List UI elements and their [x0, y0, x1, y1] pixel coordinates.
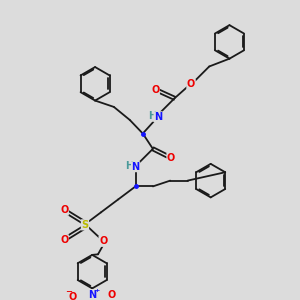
Text: S: S	[81, 220, 88, 230]
Text: +: +	[94, 288, 99, 293]
Text: O: O	[60, 205, 68, 215]
Text: O: O	[108, 290, 116, 300]
Text: H: H	[148, 111, 156, 121]
Text: O: O	[167, 153, 175, 164]
Text: O: O	[151, 85, 159, 94]
Text: O: O	[187, 80, 195, 89]
Text: N: N	[131, 162, 140, 172]
Text: N: N	[154, 112, 162, 122]
Text: N: N	[88, 290, 96, 300]
Text: −: −	[66, 287, 73, 296]
Text: H: H	[125, 161, 133, 171]
Text: O: O	[60, 235, 68, 245]
Text: O: O	[68, 292, 77, 300]
Text: O: O	[99, 236, 107, 246]
